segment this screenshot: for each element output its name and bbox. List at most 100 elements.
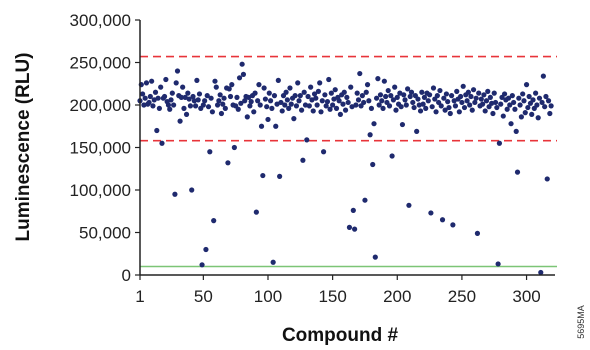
data-point: [286, 105, 292, 111]
data-point: [521, 98, 527, 104]
data-point: [270, 259, 276, 265]
x-tick-label: 300: [512, 287, 540, 306]
data-point: [489, 100, 495, 106]
data-point: [529, 111, 535, 117]
data-point: [214, 102, 221, 108]
data-point: [417, 108, 424, 114]
data-point: [328, 90, 334, 96]
data-point: [273, 123, 279, 129]
figure-code-label: 5695MA: [576, 305, 586, 339]
data-point: [545, 98, 552, 104]
data-point: [192, 103, 199, 109]
data-point: [220, 101, 226, 107]
data-point: [402, 97, 408, 103]
data-point: [415, 96, 421, 102]
data-point: [205, 104, 212, 110]
data-point: [430, 85, 437, 91]
data-point: [209, 109, 215, 115]
data-point: [150, 103, 156, 109]
data-point: [319, 98, 325, 104]
data-point: [345, 99, 351, 106]
data-point: [161, 93, 168, 100]
data-point: [300, 157, 306, 163]
data-point: [539, 99, 545, 106]
data-point: [525, 104, 531, 111]
data-point: [483, 98, 490, 104]
data-point: [266, 90, 272, 96]
data-point: [443, 91, 449, 97]
data-point: [394, 94, 400, 100]
x-axis-ticks: 1 50 100 150 200 250 300: [135, 275, 541, 306]
data-point: [433, 109, 439, 115]
data-point: [159, 140, 165, 146]
data-point: [194, 77, 200, 83]
data-point: [367, 132, 373, 138]
data-point: [196, 91, 203, 97]
data-point: [242, 98, 248, 104]
data-point: [383, 93, 389, 100]
data-point: [399, 121, 406, 128]
data-point: [302, 102, 309, 108]
data-point: [269, 105, 275, 111]
data-point: [500, 113, 506, 119]
data-point: [405, 86, 411, 92]
data-point: [533, 90, 539, 96]
data-point: [392, 84, 398, 90]
data-point: [305, 93, 311, 100]
data-point: [262, 96, 268, 102]
data-point: [306, 103, 312, 109]
data-point: [191, 98, 197, 104]
data-point: [429, 104, 435, 110]
data-point: [291, 116, 297, 122]
data-point: [478, 96, 484, 102]
data-point: [401, 92, 407, 98]
data-point: [252, 90, 258, 96]
data-point: [523, 82, 530, 88]
data-point: [141, 102, 147, 108]
data-point: [380, 105, 386, 111]
data-point: [485, 88, 491, 94]
data-point: [168, 97, 174, 103]
data-point: [318, 109, 324, 115]
data-point: [309, 97, 315, 103]
data-point: [326, 76, 332, 83]
data-point: [547, 110, 553, 117]
data-point: [149, 78, 155, 84]
data-point: [441, 95, 447, 101]
y-tick-label: 0: [122, 266, 131, 285]
data-point: [185, 90, 191, 96]
data-point: [425, 98, 431, 104]
data-point: [204, 93, 210, 99]
data-point: [364, 82, 371, 88]
data-point: [293, 103, 300, 109]
data-point: [236, 75, 243, 81]
data-point: [473, 95, 479, 101]
data-point: [221, 95, 227, 101]
data-point: [330, 102, 336, 108]
data-point: [428, 210, 434, 216]
data-point: [301, 89, 307, 95]
data-point: [490, 110, 496, 117]
data-point: [174, 68, 181, 74]
data-point: [324, 99, 331, 105]
data-point: [163, 76, 169, 83]
data-point: [447, 110, 453, 117]
data-point: [487, 94, 493, 100]
data-point: [346, 224, 353, 230]
data-point: [251, 109, 257, 115]
x-axis-title: Compound #: [282, 325, 399, 346]
data-point: [284, 97, 290, 103]
data-point: [381, 78, 387, 84]
data-point: [448, 93, 455, 99]
data-point: [208, 95, 214, 101]
data-point: [337, 111, 343, 117]
data-point: [147, 93, 153, 100]
data-point: [362, 197, 368, 203]
data-point: [390, 97, 396, 103]
y-tick-label: 300,000: [70, 11, 131, 30]
data-point: [246, 94, 252, 100]
data-point: [349, 104, 355, 110]
data-point: [480, 101, 486, 107]
data-point: [376, 102, 382, 108]
data-point: [195, 97, 201, 103]
